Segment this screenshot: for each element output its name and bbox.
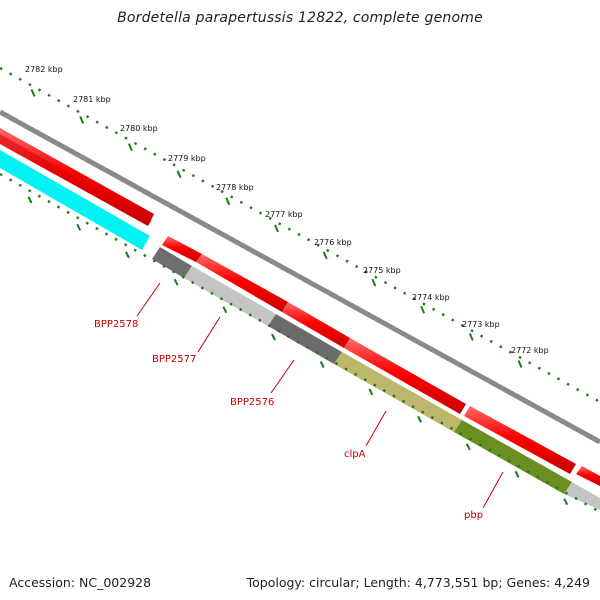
gene-label: clpA — [344, 449, 366, 460]
inner-major-tick — [319, 361, 325, 368]
inner-ring-dots — [0, 172, 600, 514]
inner-major-tick — [222, 306, 228, 314]
forward-cds-segment — [464, 406, 576, 474]
scale-label: 2779 kbp — [168, 154, 206, 163]
inner-major-tick — [173, 278, 179, 286]
major-tick — [127, 143, 133, 151]
major-tick — [79, 116, 85, 124]
gene-labels: BPP2578 BPP2577 BPP2576 clpA pbp — [94, 282, 504, 521]
genome-stats-text: Topology: circular; Length: 4,773,551 bp… — [246, 575, 590, 590]
scale-label: 2780 kbp — [120, 124, 158, 133]
accession-text: Accession: NC_002928 — [9, 575, 152, 590]
gene-block-dark-gray — [152, 247, 192, 278]
gene-block-olive — [454, 420, 572, 494]
inner-major-tick — [27, 196, 33, 204]
forward-cds-segment — [162, 236, 202, 262]
gene-label: BPP2577 — [152, 354, 196, 365]
gene-leader-line — [270, 359, 295, 394]
scale-ring-dots — [0, 66, 600, 404]
scale-label: 2773 kbp — [462, 320, 500, 329]
forward-cds-segment — [0, 134, 152, 226]
scale-label: 2775 kbp — [363, 266, 401, 275]
gene-label: BPP2576 — [230, 397, 274, 408]
scale-label: 2772 kbp — [511, 346, 549, 355]
major-tick — [517, 360, 523, 368]
major-tick — [225, 197, 231, 206]
gene-leader-line — [482, 471, 504, 509]
gene-block-light-gray — [184, 266, 276, 326]
forward-cds-segment — [576, 466, 600, 486]
forward-cds-segment — [196, 254, 288, 312]
forward-cds-segment — [282, 302, 350, 348]
major-tick — [30, 88, 36, 97]
inner-major-tick — [514, 470, 520, 478]
gene-leader-line — [197, 316, 221, 353]
major-tick — [371, 278, 377, 287]
scale-label: 2781 kbp — [73, 95, 111, 104]
inner-major-tick — [368, 388, 374, 396]
backbone-inner — [0, 118, 600, 450]
forward-cds-track — [0, 128, 600, 486]
major-tick — [468, 332, 474, 341]
scale-labels: 2782 kbp 2781 kbp 2780 kbp 2779 kbp 2778 kbp… — [25, 65, 549, 355]
gene-label: BPP2578 — [94, 319, 138, 330]
gene-leader-line — [136, 282, 161, 317]
scale-label: 2776 kbp — [314, 238, 352, 247]
backbone-outer — [0, 109, 600, 445]
gene-block-light-gray — [564, 482, 600, 510]
major-tick — [176, 170, 182, 179]
map-title: Bordetella parapertussis 12822, complete… — [117, 10, 483, 26]
major-tick — [322, 251, 328, 260]
scale-label: 2778 kbp — [216, 183, 254, 192]
scale-label: 2774 kbp — [412, 293, 450, 302]
gene-label: pbp — [464, 510, 483, 521]
inner-major-tick — [465, 443, 471, 451]
gene-block-dark-gray — [268, 314, 342, 364]
scale-ticks — [27, 88, 569, 506]
gene-block-cyan — [0, 150, 150, 250]
inner-major-tick — [125, 251, 130, 259]
inner-major-tick — [563, 498, 569, 506]
scale-label: 2782 kbp — [25, 65, 63, 74]
inner-major-tick — [271, 333, 276, 341]
reverse-gene-track — [0, 150, 600, 510]
gene-leader-line — [365, 410, 387, 447]
major-tick — [420, 305, 426, 314]
inner-major-tick — [417, 415, 422, 423]
scale-label: 2777 kbp — [265, 210, 303, 219]
forward-cds-segment — [344, 338, 466, 414]
major-tick — [274, 224, 279, 233]
gene-block-khaki — [334, 352, 462, 432]
inner-major-tick — [76, 223, 82, 231]
